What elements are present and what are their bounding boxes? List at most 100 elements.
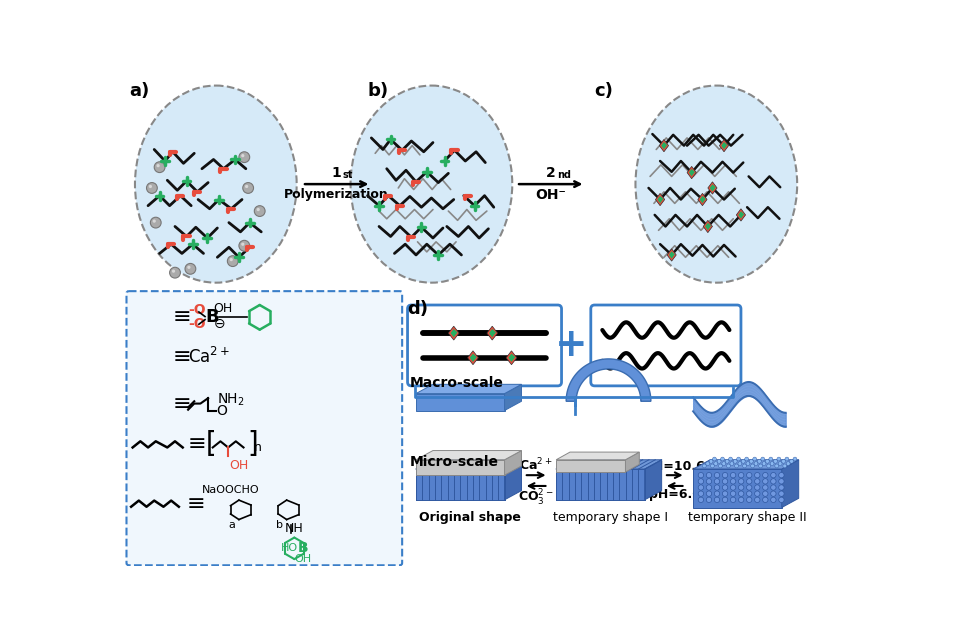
- Ellipse shape: [135, 86, 297, 282]
- Circle shape: [750, 459, 754, 463]
- Text: a): a): [128, 83, 149, 100]
- Circle shape: [747, 491, 752, 496]
- Circle shape: [755, 473, 760, 478]
- Text: b): b): [368, 83, 389, 100]
- Circle shape: [755, 491, 760, 496]
- Circle shape: [229, 258, 233, 261]
- Polygon shape: [656, 193, 664, 205]
- Circle shape: [743, 464, 747, 468]
- Text: b: b: [276, 520, 283, 530]
- Circle shape: [779, 479, 784, 484]
- Circle shape: [730, 485, 736, 490]
- Circle shape: [729, 457, 732, 461]
- Circle shape: [770, 479, 776, 484]
- Circle shape: [712, 457, 716, 461]
- Circle shape: [779, 473, 784, 478]
- Circle shape: [779, 491, 784, 496]
- Circle shape: [730, 491, 736, 496]
- Circle shape: [150, 218, 161, 228]
- Text: n: n: [254, 441, 262, 454]
- Polygon shape: [782, 460, 799, 508]
- Polygon shape: [698, 193, 708, 205]
- Circle shape: [747, 473, 752, 478]
- Circle shape: [172, 270, 175, 273]
- Circle shape: [735, 464, 738, 468]
- Circle shape: [717, 459, 721, 463]
- Text: Macro-scale: Macro-scale: [410, 377, 504, 391]
- Circle shape: [619, 339, 625, 345]
- Polygon shape: [416, 460, 521, 469]
- Circle shape: [782, 459, 785, 463]
- Circle shape: [738, 462, 742, 466]
- Circle shape: [779, 485, 784, 490]
- Text: O: O: [217, 404, 227, 418]
- Circle shape: [770, 462, 774, 466]
- Circle shape: [707, 491, 711, 496]
- Circle shape: [777, 457, 781, 461]
- Circle shape: [698, 497, 704, 502]
- Text: -O: -O: [188, 317, 206, 331]
- Circle shape: [239, 152, 250, 163]
- Text: temporary shape II: temporary shape II: [688, 511, 807, 524]
- Circle shape: [707, 497, 711, 502]
- Circle shape: [227, 256, 238, 266]
- Polygon shape: [689, 169, 695, 176]
- Polygon shape: [669, 251, 675, 259]
- Circle shape: [754, 462, 758, 466]
- Polygon shape: [704, 220, 712, 233]
- Circle shape: [241, 154, 244, 157]
- Polygon shape: [738, 211, 744, 219]
- Circle shape: [658, 339, 664, 345]
- Circle shape: [713, 462, 717, 466]
- Circle shape: [720, 457, 724, 461]
- Text: NH$_2$: NH$_2$: [217, 392, 244, 408]
- Circle shape: [785, 457, 789, 461]
- Circle shape: [726, 464, 730, 468]
- Text: OH: OH: [294, 554, 312, 564]
- Circle shape: [762, 462, 766, 466]
- Polygon shape: [416, 384, 521, 394]
- Polygon shape: [557, 460, 662, 469]
- Circle shape: [696, 339, 703, 345]
- Text: NaOOCHO: NaOOCHO: [202, 485, 260, 495]
- Text: ≡: ≡: [188, 434, 207, 454]
- Text: pH=10.6: pH=10.6: [645, 460, 705, 473]
- Text: NH: NH: [285, 522, 304, 535]
- Text: ]: ]: [246, 431, 263, 459]
- Polygon shape: [625, 452, 639, 472]
- Circle shape: [706, 462, 710, 466]
- Circle shape: [739, 479, 744, 484]
- Circle shape: [722, 462, 726, 466]
- FancyBboxPatch shape: [408, 305, 562, 386]
- Text: Original shape: Original shape: [419, 511, 520, 524]
- Polygon shape: [693, 469, 782, 508]
- Circle shape: [760, 457, 764, 461]
- Polygon shape: [645, 460, 662, 500]
- Polygon shape: [506, 351, 516, 364]
- Polygon shape: [416, 469, 505, 500]
- Polygon shape: [687, 167, 697, 179]
- Circle shape: [143, 349, 161, 366]
- Text: ≡: ≡: [172, 307, 191, 326]
- Circle shape: [786, 462, 790, 466]
- Circle shape: [710, 459, 713, 463]
- Circle shape: [745, 457, 749, 461]
- Text: Micro-scale: Micro-scale: [410, 455, 499, 469]
- Polygon shape: [693, 460, 799, 469]
- Circle shape: [718, 464, 722, 468]
- Text: Ca$^{2+}$: Ca$^{2+}$: [519, 456, 553, 473]
- Circle shape: [707, 485, 711, 490]
- Polygon shape: [566, 359, 651, 401]
- Circle shape: [773, 459, 777, 463]
- Polygon shape: [487, 326, 498, 340]
- Circle shape: [739, 497, 744, 502]
- Polygon shape: [505, 460, 521, 500]
- Circle shape: [147, 352, 152, 357]
- Polygon shape: [721, 142, 727, 149]
- Text: d): d): [408, 300, 428, 317]
- Polygon shape: [705, 223, 711, 230]
- Polygon shape: [662, 142, 667, 149]
- Text: Ca$^{2+}$: Ca$^{2+}$: [188, 347, 230, 368]
- Circle shape: [762, 473, 768, 478]
- Text: -O: -O: [188, 303, 206, 317]
